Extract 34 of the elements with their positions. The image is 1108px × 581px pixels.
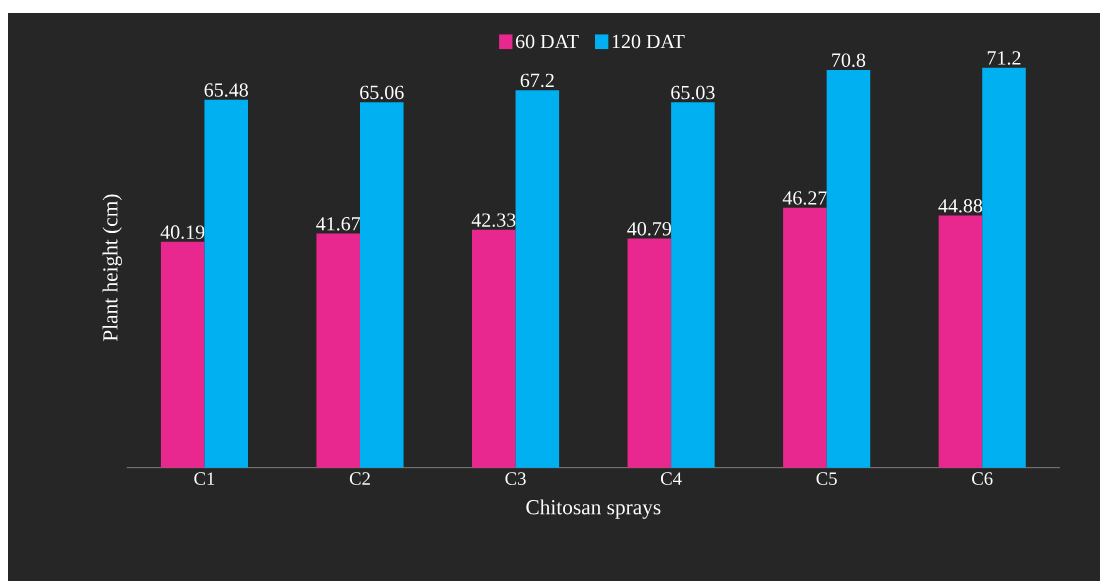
bar bbox=[671, 102, 715, 468]
x-tick-label: C1 bbox=[194, 472, 215, 485]
data-label: 41.67 bbox=[316, 217, 361, 231]
y-axis-title: Plant height (cm) bbox=[102, 194, 122, 342]
data-label: 65.06 bbox=[360, 85, 404, 100]
legend-label: 60 DAT bbox=[515, 34, 579, 49]
x-tick-label: C4 bbox=[660, 472, 682, 485]
data-label: 46.27 bbox=[782, 191, 827, 205]
x-tick-label: C6 bbox=[972, 472, 993, 485]
x-tick-label: C5 bbox=[816, 472, 837, 485]
data-label: 71.2 bbox=[987, 51, 1021, 65]
bar bbox=[204, 99, 248, 468]
data-label: 40.19 bbox=[160, 225, 205, 239]
data-label: 40.79 bbox=[627, 221, 672, 236]
bar bbox=[360, 102, 404, 468]
data-label: 42.33 bbox=[471, 213, 516, 227]
bar bbox=[627, 238, 672, 468]
legend-label: 120 DAT bbox=[612, 34, 685, 49]
bar bbox=[826, 69, 871, 468]
data-label: 65.03 bbox=[671, 85, 715, 100]
bar bbox=[783, 207, 827, 468]
data-label: 65.48 bbox=[204, 83, 248, 97]
x-axis-title: Chitosan sprays bbox=[526, 499, 661, 519]
bar bbox=[515, 90, 560, 468]
x-tick-label: C3 bbox=[505, 472, 526, 485]
bar bbox=[982, 67, 1026, 468]
bar bbox=[472, 229, 516, 468]
data-label: 44.88 bbox=[938, 199, 983, 213]
bar bbox=[160, 241, 205, 468]
bar bbox=[938, 215, 983, 468]
data-label: 67.2 bbox=[520, 73, 554, 88]
bar bbox=[316, 233, 360, 468]
x-tick-label: C2 bbox=[349, 472, 370, 485]
data-label: 70.8 bbox=[832, 53, 866, 67]
